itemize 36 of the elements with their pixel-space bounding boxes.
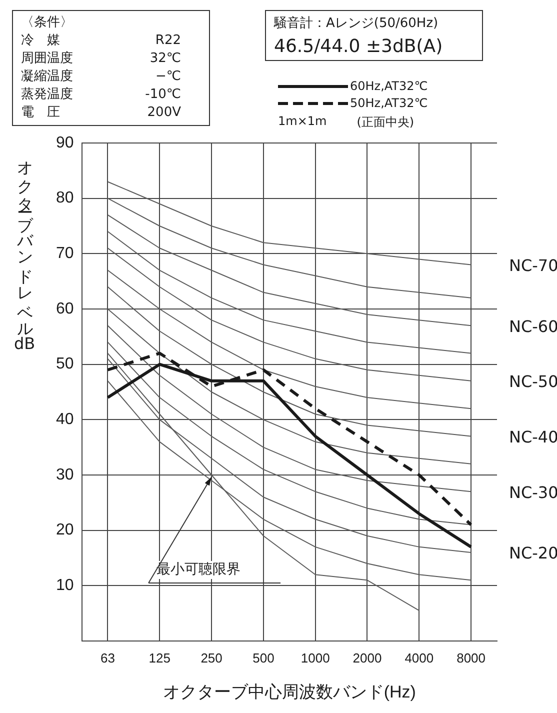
legend-label: 50Hz,AT32℃ xyxy=(350,95,428,112)
x-tick-label: 1000 xyxy=(300,650,330,666)
x-tick-label: 125 xyxy=(148,650,170,666)
text: NC-30 xyxy=(509,482,557,502)
y-tick-label: 10 xyxy=(56,577,74,594)
text: 冷 媒 R22 xyxy=(21,33,181,48)
x-tick-label: 250 xyxy=(200,650,222,666)
y-axis-title: オクターブバンドレベル dB xyxy=(14,150,36,353)
text: 蒸発温度 -10℃ xyxy=(21,87,181,102)
text: 周囲温度 32℃ xyxy=(21,51,181,66)
y-tick-label: 90 xyxy=(56,134,74,152)
y-tick-label: 40 xyxy=(56,411,74,428)
x-tick-label: 63 xyxy=(100,650,115,666)
legend-label: 60Hz,AT32℃ xyxy=(350,78,428,95)
x-tick-label: 500 xyxy=(252,650,274,666)
text: NC-50 xyxy=(509,372,557,392)
x-tick-label: 8000 xyxy=(456,650,486,666)
y-tick-label: 60 xyxy=(56,300,74,318)
text: NC-40 xyxy=(509,427,557,446)
y-tick-label: 30 xyxy=(56,466,74,484)
y-tick-label: 80 xyxy=(56,190,74,207)
text: 1m×1m (正面中央) xyxy=(278,114,414,129)
x-axis-title: オクターブ中心周波数バンド(Hz) xyxy=(162,682,416,702)
text: NC-20 xyxy=(509,544,557,563)
x-tick-label: 2000 xyxy=(352,650,382,666)
text: 電 圧 200V xyxy=(21,105,181,120)
y-tick-label: 20 xyxy=(56,522,74,539)
text: 騒音計：Aレンジ(50/60Hz) xyxy=(274,15,440,32)
text: 46.5/44.0 ±3dB(A) xyxy=(274,36,444,57)
text: NC-70 xyxy=(509,256,557,275)
text: NC-60 xyxy=(509,316,557,336)
x-tick-label: 4000 xyxy=(404,650,434,666)
text: 〈条件〉 xyxy=(21,14,73,32)
text: 凝縮温度 −℃ xyxy=(21,69,181,84)
y-tick-label: 70 xyxy=(56,245,74,262)
y-tick-label: 50 xyxy=(56,356,74,373)
